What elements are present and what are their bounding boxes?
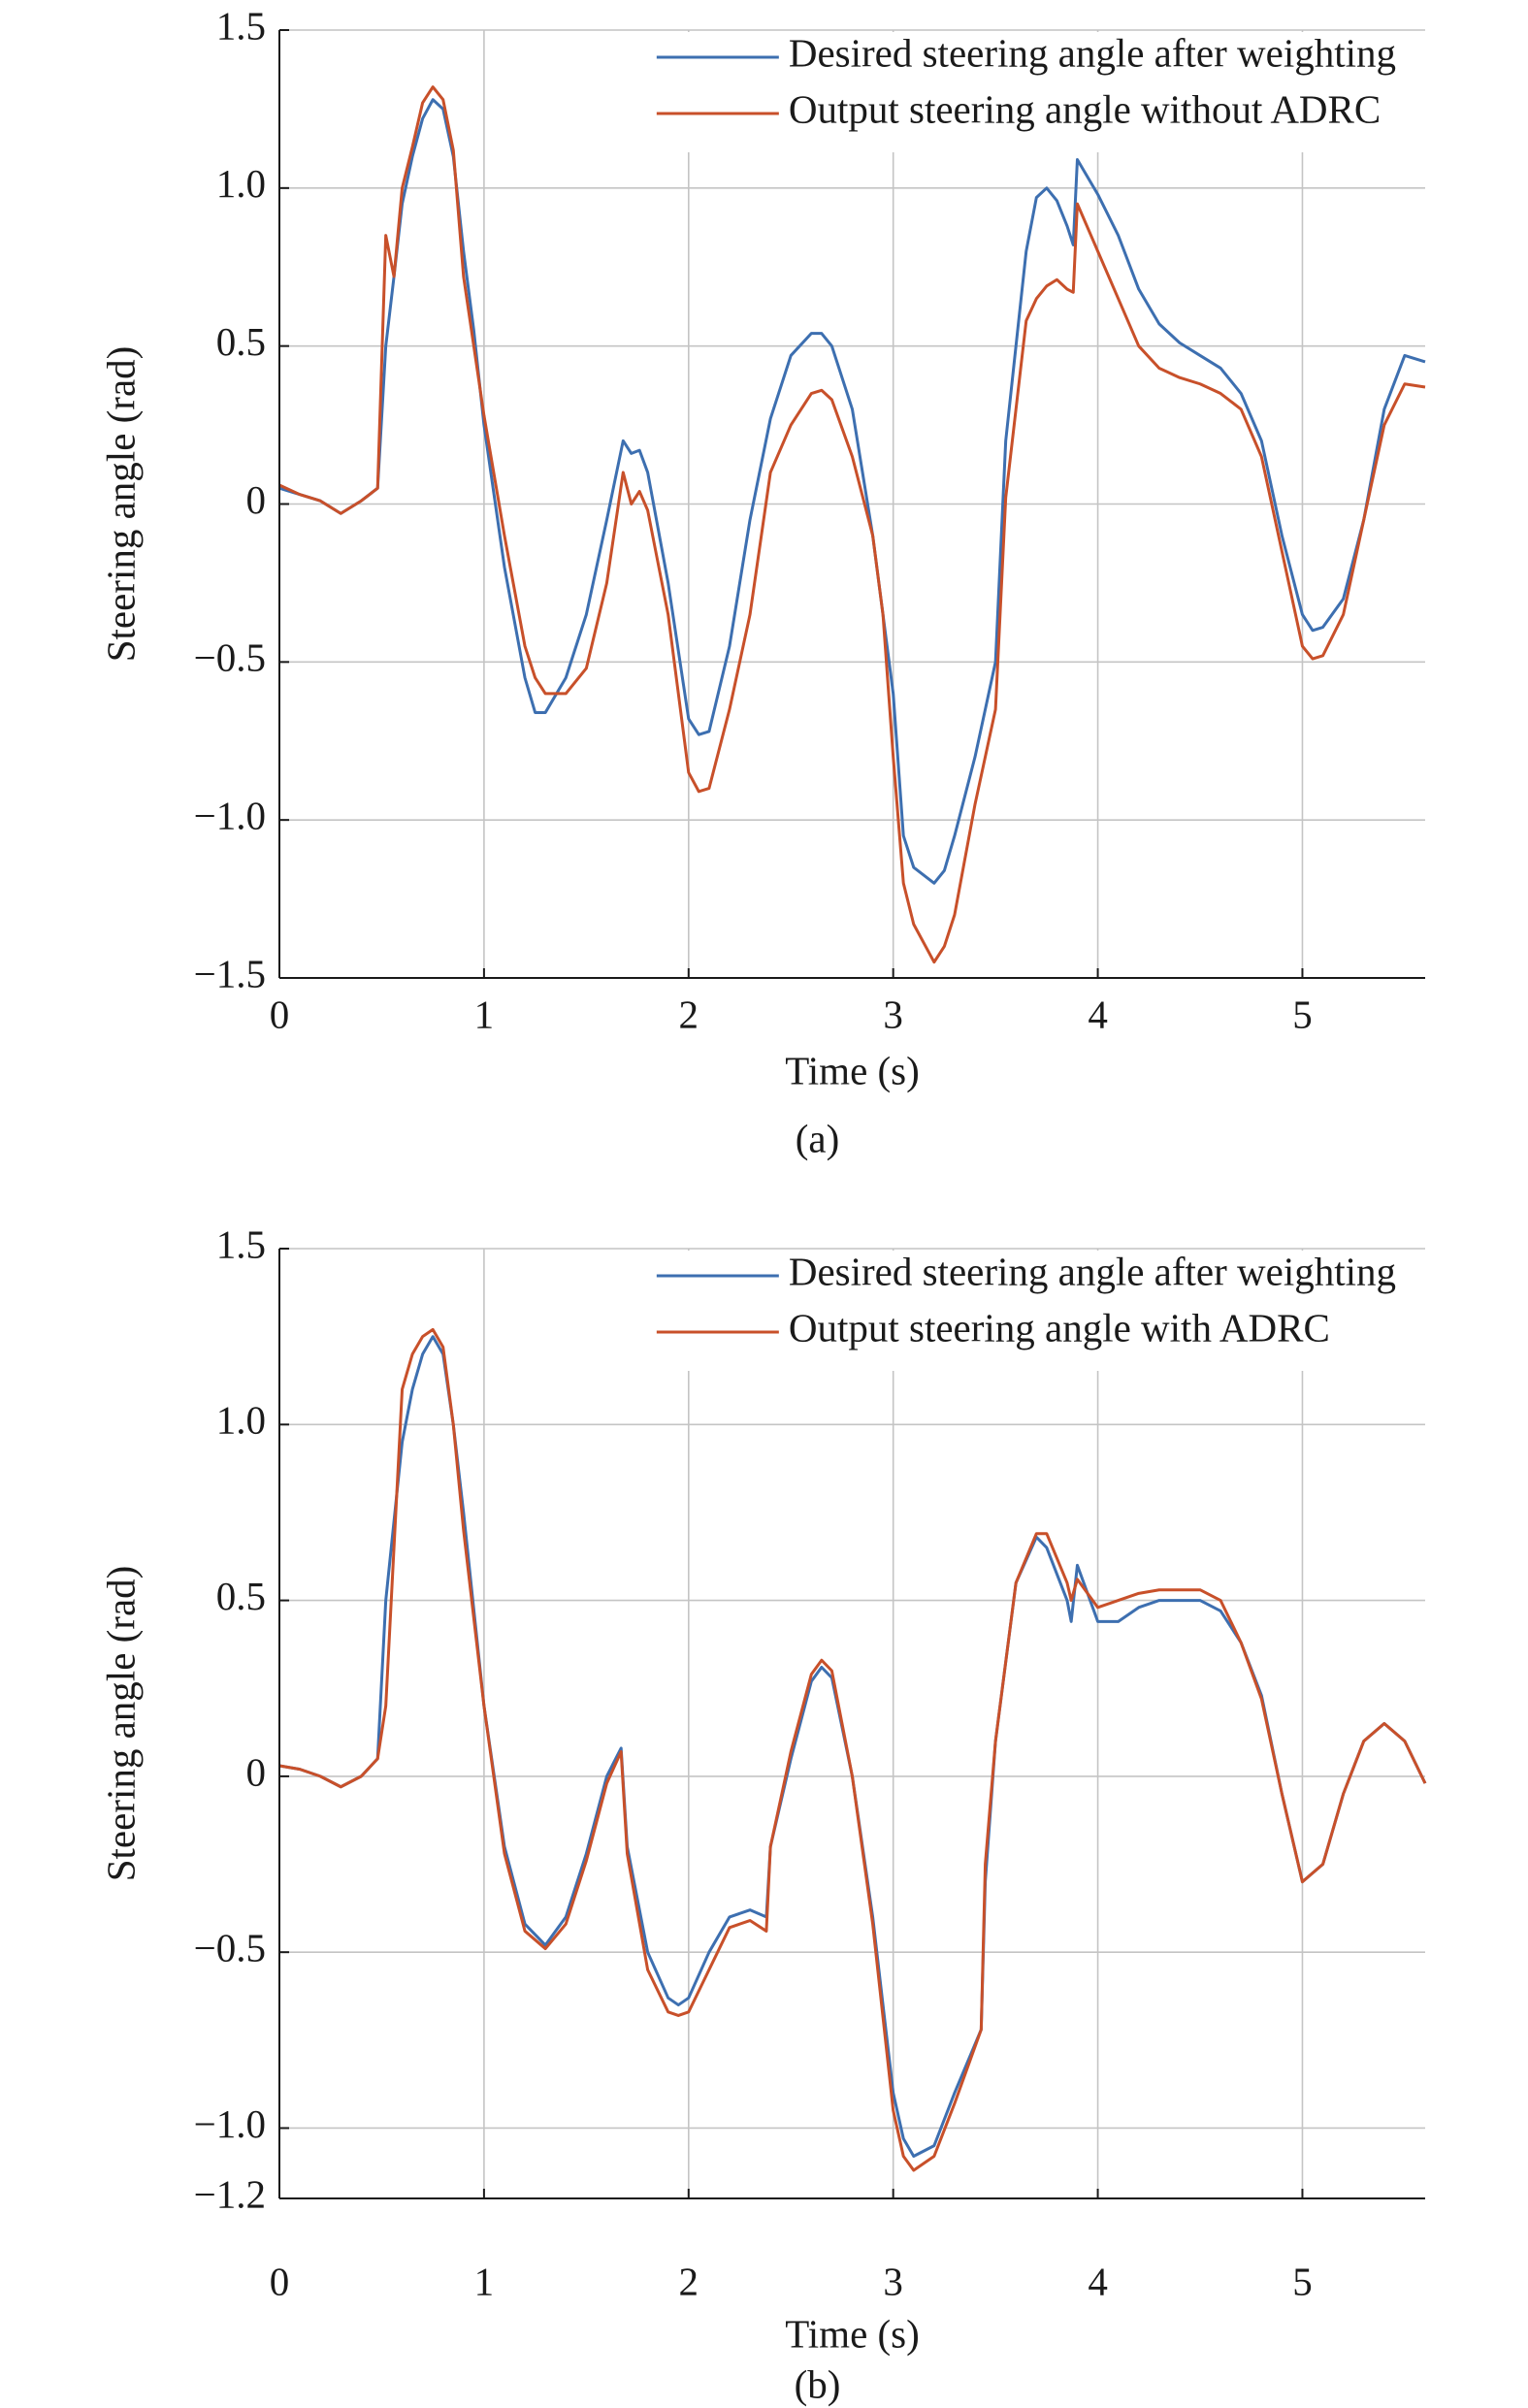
y-tick-label: 0.5: [216, 319, 266, 364]
y-axis-label: Steering angle (rad): [98, 1566, 143, 1882]
legend-label: Desired steering angle after weighting: [789, 30, 1396, 75]
x-tick-label: 3: [883, 992, 903, 1036]
x-tick-label: 4: [1088, 992, 1108, 1036]
legend: Desired steering angle after weighting Ou…: [646, 1249, 1415, 1371]
x-tick-label: 1: [474, 992, 495, 1036]
x-tick-label: 2: [679, 992, 699, 1036]
y-tick-label: 0.5: [216, 1574, 266, 1618]
y-tick-label: 0: [246, 477, 267, 522]
y-tick-label: 1.0: [216, 1398, 266, 1443]
x-tick-label: 4: [1088, 2259, 1108, 2303]
x-tick-label: 3: [883, 2259, 903, 2303]
y-tick-label: −1.0: [194, 2101, 266, 2146]
y-tick-label: −1.0: [194, 794, 266, 838]
y-tick-label: 1.5: [216, 1221, 266, 1266]
x-tick-label: 2: [679, 2259, 699, 2303]
y-tick-label: −0.5: [194, 635, 266, 680]
x-tick-label: 1: [474, 2259, 495, 2303]
legend-background: [646, 1251, 1415, 1371]
x-axis-label: Time (s): [785, 1048, 920, 1092]
legend: Desired steering angle after weighting Ou…: [646, 30, 1415, 152]
caption: (a): [796, 1116, 840, 1160]
legend-label: Output steering angle with ADRC: [789, 1305, 1330, 1350]
legend-background: [646, 32, 1415, 152]
x-tick-label: 5: [1292, 2259, 1313, 2303]
data-line: [278, 1335, 1427, 2158]
y-tick-label: 1.5: [216, 3, 266, 48]
data-line: [278, 1327, 1427, 2172]
y-axis-label: Steering angle (rad): [98, 346, 143, 663]
chart: −1.5 −1.0 −0.5 0 0.5 1.0 1.5 0 1 2 3 4 5 Time (s) Stee…: [98, 3, 1426, 1160]
x-tick-label: 0: [270, 2259, 290, 2303]
x-tick-label: 0: [270, 992, 290, 1036]
data-line: [278, 98, 1426, 885]
chart: −1.2 −1.0 −0.5 0 0.5 1.0 1.5 0 1 2 3 4 5 Time (s) Stee…: [98, 1221, 1427, 2406]
x-tick-label: 5: [1292, 992, 1313, 1036]
caption: (b): [795, 2361, 841, 2406]
y-tick-label: 1.0: [216, 161, 266, 206]
data-line: [278, 85, 1426, 964]
legend-label: Desired steering angle after weighting: [789, 1249, 1396, 1293]
x-axis-label: Time (s): [785, 2311, 920, 2356]
y-tick-label: −1.2: [194, 2171, 266, 2216]
y-tick-label: −0.5: [194, 1926, 266, 1970]
y-tick-label: 0: [246, 1749, 267, 1794]
legend-label: Output steering angle without ADRC: [789, 86, 1381, 131]
y-tick-label: −1.5: [194, 951, 266, 995]
